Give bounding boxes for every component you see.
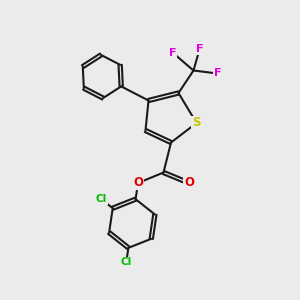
Text: O: O [184,176,194,190]
Text: Cl: Cl [95,194,107,204]
Text: O: O [133,176,143,190]
Text: F: F [169,47,176,58]
Text: S: S [192,116,201,130]
Text: F: F [196,44,203,55]
Text: F: F [214,68,221,79]
Text: Cl: Cl [121,257,132,267]
